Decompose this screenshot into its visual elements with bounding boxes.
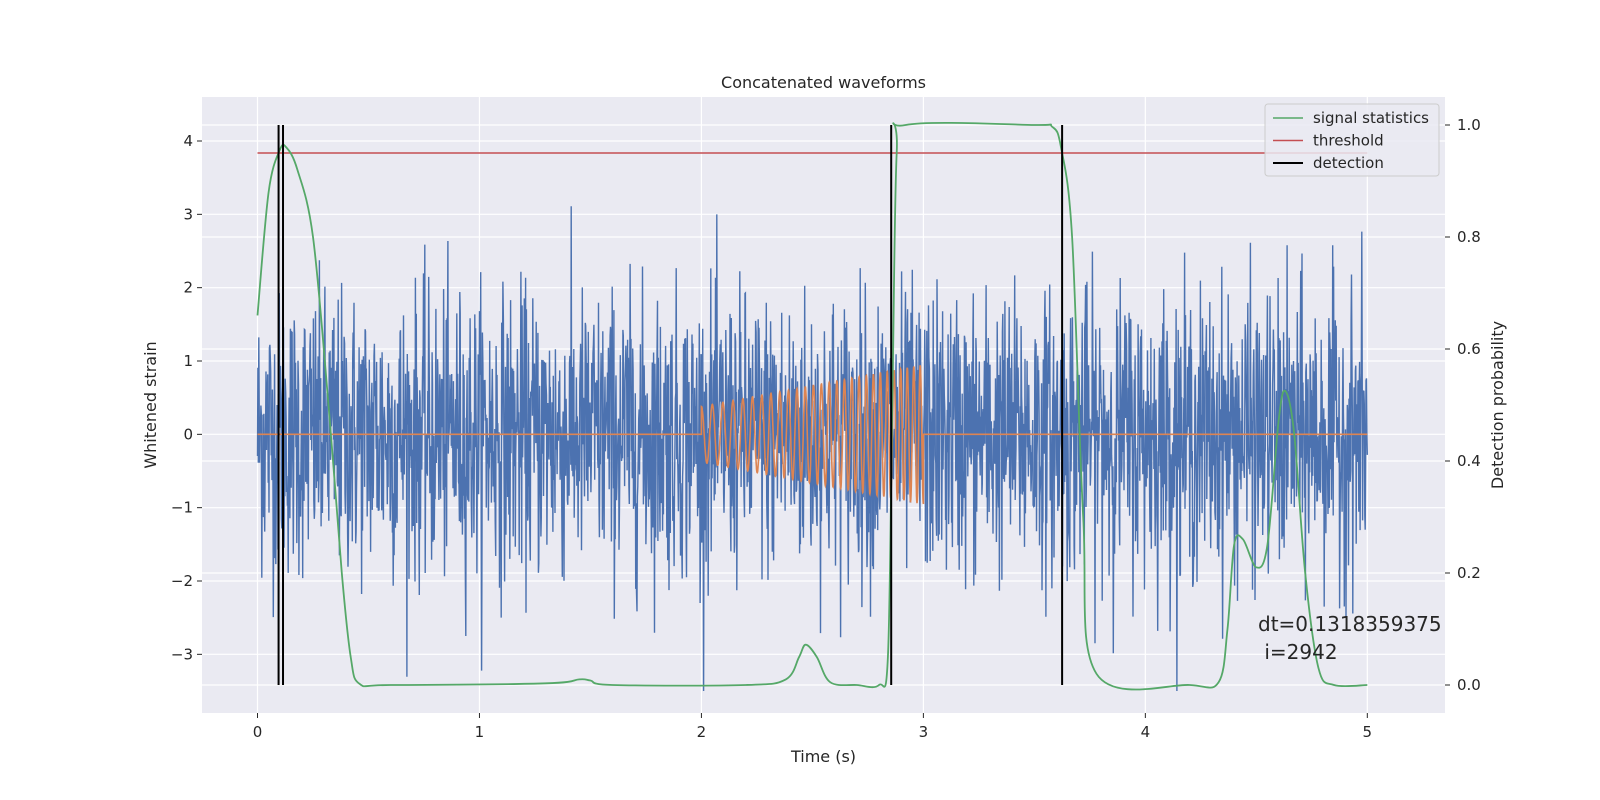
y-left-tick-label: 2: [183, 279, 193, 297]
y-right-tick-label: 1.0: [1457, 116, 1481, 134]
x-tick-label: 2: [697, 723, 707, 741]
x-tick-label: 5: [1363, 723, 1373, 741]
noise-trace: [256, 206, 1368, 692]
x-tick-label: 1: [475, 723, 485, 741]
overlay-series: [256, 121, 1368, 691]
noise-series: [256, 206, 1368, 692]
y-left-tick-label: −1: [171, 499, 193, 517]
legend-label-threshold: threshold: [1313, 132, 1384, 150]
y-right-tick-label: 0.4: [1457, 452, 1481, 470]
y-axis-label-left: Whitened strain: [141, 341, 160, 468]
chirp-trace: [257, 365, 1368, 505]
y-left-tick-label: 0: [183, 425, 193, 443]
y-left-tick-label: 1: [183, 352, 193, 370]
y-right-tick-label: 0.8: [1457, 228, 1481, 246]
y-right-tick-label: 0.0: [1457, 676, 1481, 694]
legend-label-detection: detection: [1313, 154, 1384, 172]
annotation-index: i=2942: [1258, 640, 1338, 664]
y-left-tick-label: 3: [183, 205, 193, 223]
x-axis-label: Time (s): [790, 747, 856, 766]
y-left-tick-label: −3: [171, 645, 193, 663]
y-right-tick-label: 0.2: [1457, 564, 1481, 582]
chart-title: Concatenated waveforms: [721, 73, 926, 92]
y-right-tick-label: 0.6: [1457, 340, 1481, 358]
y-left-tick-label: −2: [171, 572, 193, 590]
x-tick-label: 0: [253, 723, 263, 741]
x-tick-label: 4: [1141, 723, 1151, 741]
axis-ticks: 0 1 2 3 4 5 −3 −2 −1 0 1 2 3 4 0.0 0.2 0.4 0.6 0.8 1.0: [171, 116, 1481, 741]
annotation-dt: dt=0.1318359375: [1258, 612, 1442, 636]
y-left-tick-label: 4: [183, 132, 193, 150]
legend-box: [1264, 103, 1440, 177]
y-axis-label-right: Detection probability: [1488, 321, 1507, 489]
legend-label-signal-statistics: signal statistics: [1313, 109, 1429, 127]
legend: signal statistics threshold detection: [1264, 103, 1440, 177]
chirp-series: [257, 365, 1368, 505]
x-tick-label: 3: [919, 723, 929, 741]
